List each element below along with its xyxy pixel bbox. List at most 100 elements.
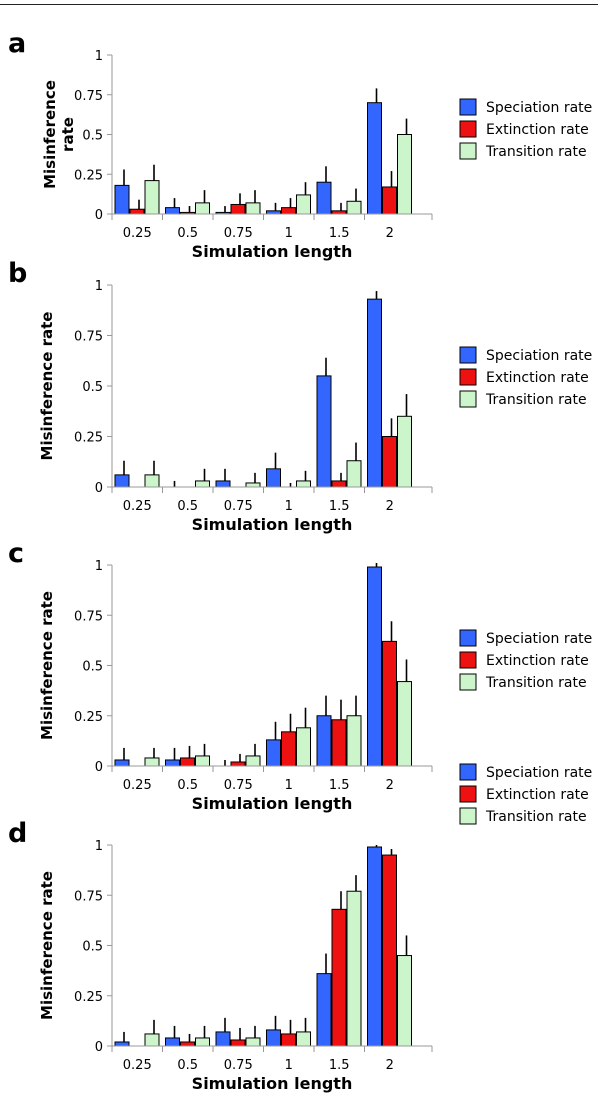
x-tick-label: 1 <box>285 499 293 514</box>
legend: Speciation rate Extinction rate Transition… <box>459 629 592 691</box>
legend-swatch <box>459 785 477 803</box>
bar <box>346 460 362 488</box>
bar <box>230 203 246 215</box>
bar <box>367 846 382 1047</box>
y-tick-label: 0 <box>95 481 103 496</box>
legend-swatch <box>459 120 477 138</box>
bar <box>245 202 261 215</box>
y-tick-label: 0.5 <box>82 660 103 675</box>
legend-swatch <box>459 346 477 364</box>
y-tick-label: 1 <box>95 839 103 854</box>
x-tick-label: 1.5 <box>329 778 350 793</box>
legend-label: Speciation rate <box>486 765 592 781</box>
y-tick-label: 1 <box>95 49 103 64</box>
bar <box>382 436 397 488</box>
y-tick-label: 0.75 <box>74 89 103 104</box>
legend: Speciation rate Extinction rate Transition… <box>459 346 592 408</box>
bar <box>245 755 261 767</box>
legend-swatch <box>459 807 477 825</box>
bar <box>245 482 261 488</box>
bar <box>114 1041 130 1047</box>
x-tick-label: 0.5 <box>177 778 198 793</box>
y-axis-label: Misinference rate <box>38 312 56 461</box>
x-tick-label: 0.25 <box>123 499 152 514</box>
legend-swatch <box>459 629 477 647</box>
bar <box>367 102 382 215</box>
legend-label: Extinction rate <box>486 787 589 803</box>
bar <box>281 1033 296 1047</box>
legend-label: Speciation rate <box>486 631 592 647</box>
top-rule <box>0 4 598 5</box>
bar <box>215 480 231 488</box>
bar <box>165 759 180 767</box>
bar <box>114 759 130 767</box>
y-axis-label: rate <box>59 117 77 152</box>
legend-swatch <box>459 368 477 386</box>
legend-swatch <box>459 98 477 116</box>
bar <box>346 890 362 1047</box>
x-tick-label: 0.5 <box>177 1058 198 1073</box>
bar <box>346 715 362 767</box>
legend-label: Speciation rate <box>486 100 592 116</box>
x-tick-label: 2 <box>386 1058 394 1073</box>
bar <box>397 955 412 1047</box>
panel-label: a <box>8 28 26 59</box>
x-tick-label: 1 <box>285 1058 293 1073</box>
legend-label: Extinction rate <box>486 653 589 669</box>
panel-label: d <box>8 818 27 849</box>
chart-panel-c: c Misinference rate 0 0.25 0.5 0.75 1 0.25 0.5 0.… <box>8 538 592 813</box>
bar <box>331 719 347 767</box>
chart-panel-d: d Misinference rate 0 0.25 0.5 0.75 1 0.25 0.5 0.… <box>8 763 592 1093</box>
legend-label: Extinction rate <box>486 122 589 138</box>
x-tick-label: 0.25 <box>123 1058 152 1073</box>
chart-panel-a: a Misinference rate 0 0.25 0.5 0.75 1 0.25 0.5 0.7… <box>8 28 592 261</box>
panel-label: c <box>8 538 24 569</box>
bar <box>397 415 412 488</box>
legend-swatch <box>459 142 477 160</box>
bar <box>245 1037 261 1047</box>
bar <box>382 854 397 1047</box>
x-axis-label: Simulation length <box>192 242 353 261</box>
bar <box>266 739 281 767</box>
bar <box>281 731 296 767</box>
bar <box>316 715 332 767</box>
legend: Speciation rate Extinction rate Transition… <box>459 98 592 160</box>
legend: Speciation rate Extinction rate Transition… <box>459 763 592 825</box>
bar <box>230 761 246 767</box>
y-tick-label: 0 <box>95 208 103 223</box>
bar <box>397 681 412 767</box>
x-tick-label: 0.75 <box>224 1058 253 1073</box>
bar <box>129 208 145 215</box>
y-tick-label: 0.5 <box>82 129 103 144</box>
x-axis-label: Simulation length <box>192 515 353 534</box>
bar <box>296 1031 311 1047</box>
bar <box>397 134 412 215</box>
legend-swatch <box>459 673 477 691</box>
y-tick-label: 0.75 <box>74 330 103 345</box>
bar <box>316 181 332 215</box>
bar <box>144 757 160 767</box>
y-tick-label: 0 <box>95 1040 103 1055</box>
chart-panel-b: b Misinference rate 0 0.25 0.5 0.75 1 0.25 0.5 0.… <box>8 258 592 534</box>
y-tick-label: 0.5 <box>82 380 103 395</box>
legend-label: Transition rate <box>485 144 587 160</box>
x-tick-label: 1 <box>285 226 293 241</box>
bar <box>296 727 311 767</box>
bar <box>367 566 382 767</box>
bar <box>346 200 362 215</box>
bar <box>144 180 160 215</box>
x-tick-label: 2 <box>386 499 394 514</box>
x-axis-label: Simulation length <box>192 1074 353 1093</box>
bar <box>195 202 210 215</box>
bar <box>266 1029 281 1047</box>
bar <box>367 298 382 488</box>
legend-swatch <box>459 651 477 669</box>
y-tick-label: 0 <box>95 760 103 775</box>
bar <box>165 1037 180 1047</box>
bar <box>195 755 210 767</box>
y-axis-label: Misinference rate <box>38 871 56 1020</box>
bar <box>296 480 311 488</box>
bar <box>144 474 160 488</box>
bar <box>180 1041 195 1047</box>
y-tick-label: 0.75 <box>74 609 103 624</box>
